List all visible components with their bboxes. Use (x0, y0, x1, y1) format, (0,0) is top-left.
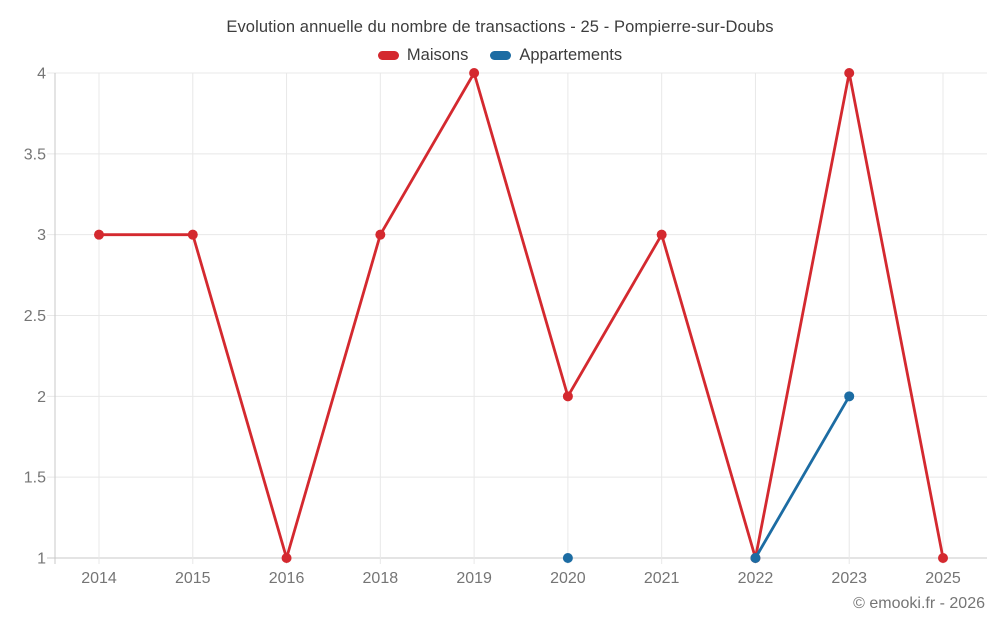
chart-legend: Maisons Appartements (0, 46, 1000, 65)
series-line-maisons (97, 71, 945, 560)
x-axis-label: 2021 (644, 570, 680, 587)
x-axis-label: 2014 (81, 570, 117, 587)
x-axis-label: 2019 (456, 570, 492, 587)
data-point-maisons[interactable] (375, 229, 386, 240)
series-line-appartements (754, 394, 851, 560)
data-point-maisons[interactable] (938, 553, 948, 563)
y-axis-label: 2 (37, 389, 46, 406)
data-point-maisons[interactable] (656, 229, 667, 240)
data-point-maisons[interactable] (94, 229, 104, 240)
x-axis-label: 2020 (550, 570, 586, 587)
chart-title: Evolution annuelle du nombre de transact… (226, 18, 774, 36)
copyright-watermark: © emooki.fr - 2026 (853, 595, 985, 612)
y-axis-label: 1.5 (24, 470, 46, 487)
x-axis-label: 2018 (363, 570, 399, 587)
y-axis-label: 3.5 (24, 146, 46, 163)
data-point-appartements[interactable] (844, 391, 855, 402)
y-axis-label: 2.5 (24, 308, 46, 325)
x-axis-label: 2022 (738, 570, 774, 587)
x-axis-label: 2016 (269, 570, 305, 587)
data-point-maisons[interactable] (187, 229, 198, 240)
y-axis-label: 4 (37, 66, 46, 83)
legend-item-appartements: Appartements (490, 46, 622, 65)
x-axis-label: 2023 (831, 570, 867, 587)
legend-item-maisons: Maisons (377, 46, 469, 65)
data-point-maisons[interactable] (844, 68, 855, 78)
legend-label-maisons: Maisons (406, 46, 469, 64)
x-axis-label: 2025 (925, 570, 961, 587)
x-axis-label: 2015 (175, 570, 211, 587)
appartements-legend-swatch-icon (490, 51, 512, 60)
data-point-maisons[interactable] (281, 553, 292, 563)
data-point-appartements[interactable] (562, 553, 573, 563)
y-axis-label: 1 (37, 551, 46, 568)
y-axis-label: 3 (37, 227, 46, 244)
data-point-maisons[interactable] (562, 391, 573, 402)
legend-label-appartements: Appartements (519, 46, 623, 64)
data-point-appartements[interactable] (750, 553, 761, 563)
data-point-maisons[interactable] (469, 68, 480, 78)
maisons-legend-swatch-icon (377, 51, 399, 60)
